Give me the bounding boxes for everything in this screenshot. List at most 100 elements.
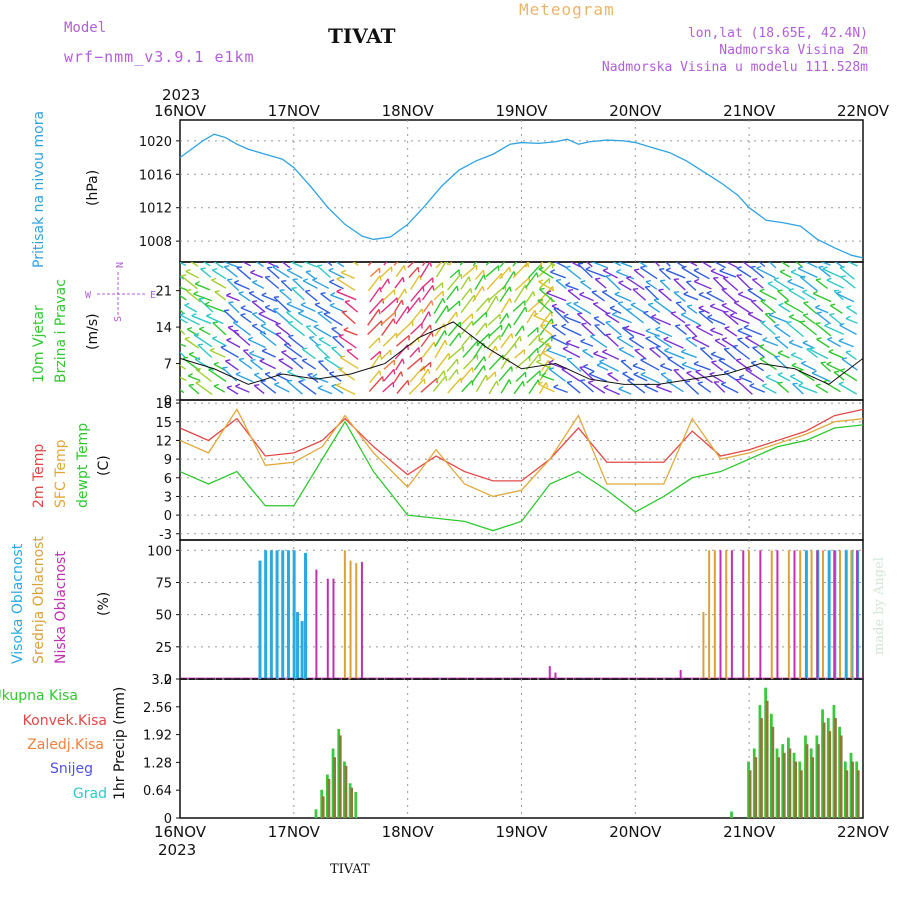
wind-barb-flag [194,280,200,285]
wind-barb [514,325,524,337]
wind-barb [658,289,672,302]
wind-barb [233,281,250,291]
wind-barb [488,380,498,395]
wind-barb [684,324,698,338]
wind-barb-flag [723,370,729,373]
wind-barb-flag [846,305,852,308]
wind-barb [301,359,317,370]
wind-barb [328,269,345,279]
wind-barb-flag [220,345,226,348]
wind-barb-flag [573,301,579,305]
wind-barb [765,376,779,384]
wind-barb [546,292,567,302]
wind-barb [472,311,487,326]
wind-barb [630,304,646,314]
compass-w: W [85,290,92,301]
wind-barb [649,348,661,358]
wind-barb [791,364,804,371]
wind-barb [722,277,739,292]
y-tick-label: 2.56 [143,701,172,716]
wind-barb-flag [827,336,833,340]
wind-barb [723,371,738,382]
wind-barb-flag [387,278,390,284]
wind-barb-flag [585,266,591,270]
wind-barb [620,360,633,371]
wind-barb-flag [565,265,571,268]
wind-barb [778,304,791,313]
wind-barb-flag [213,361,219,365]
wind-barb [180,376,187,382]
wind-barb [602,351,620,361]
cloud-bar-mid [787,550,790,679]
wind-barb [538,262,554,278]
wind-barb-flag [199,258,204,259]
wind-barb [621,327,635,338]
wind-barb [693,363,711,371]
wind-barb [278,359,294,370]
wind-barb [538,382,547,394]
wind-barb [340,271,355,279]
wind-barb-flag [799,257,804,259]
wind-barb-flag [582,348,588,352]
wind-barb [223,266,239,278]
wind-barb-flag [496,380,499,386]
wind-barb [846,306,858,315]
wind-barb-flag [788,288,794,291]
wind-barb-flag [632,256,637,257]
wind-barb [383,359,395,370]
wind-barb [839,369,858,382]
y-tick-label: 0 [164,673,172,688]
wind-barb [712,277,726,291]
wind-barb [383,368,395,382]
wind-barb-flag [261,348,267,352]
cloud-label-high: Visoka Oblacnost [10,543,26,664]
wind-barb [180,262,187,266]
wind-barb [739,376,753,383]
cloud-bar-low [816,550,819,679]
wind-barb [486,272,503,290]
wind-barb [446,358,458,372]
wind-barb [573,302,592,315]
info-model-elevation: Nadmorska Visina u modelu 111.528m [601,60,868,75]
wind-barb [711,361,724,372]
wind-barb-flag [815,383,821,387]
wind-barb [799,321,818,336]
wind-barb [285,311,304,326]
precip-bar-total [354,791,358,818]
cloud-bar-high [281,550,285,679]
wind-barb-flag [318,337,324,340]
wind-barb [656,385,672,393]
wind-barb-flag [430,300,434,306]
wind-barb-flag [317,264,323,267]
wind-barb [250,271,264,279]
wind-barb [240,307,253,314]
wind-barb [829,304,843,314]
wind-barb [735,379,753,395]
wind-barb [202,262,211,267]
precip-bar-convective [754,757,758,818]
compass-e: E [150,290,156,301]
legend-convective-rain: Konvek.Kisa [23,713,107,729]
wind-barb-flag [481,255,482,260]
cloud-bar-high [804,550,808,679]
wind-barb [618,262,633,268]
wind-barb [815,279,828,289]
wind-barb-flag [758,344,765,347]
wind-barb [236,267,252,280]
wind-barb-flag [587,380,594,384]
wind-barb [393,262,399,267]
wind-barb-flag [335,382,342,386]
wind-barb [448,369,458,381]
cloud-bar-low [332,578,335,679]
wind-barb-flag [509,286,512,292]
wind-barb [826,279,845,289]
wind-barb-flag [510,333,514,339]
wind-barb-flag [312,277,318,281]
model-id: wrf−nmm_v3.9.1 e1km [64,48,255,66]
wind-barb [410,322,423,335]
wind-barb [421,311,430,325]
compass-s: S [113,316,124,322]
wind-barb [664,262,671,267]
wind-barb-flag [681,361,687,366]
wind-barb-flag [537,298,543,302]
